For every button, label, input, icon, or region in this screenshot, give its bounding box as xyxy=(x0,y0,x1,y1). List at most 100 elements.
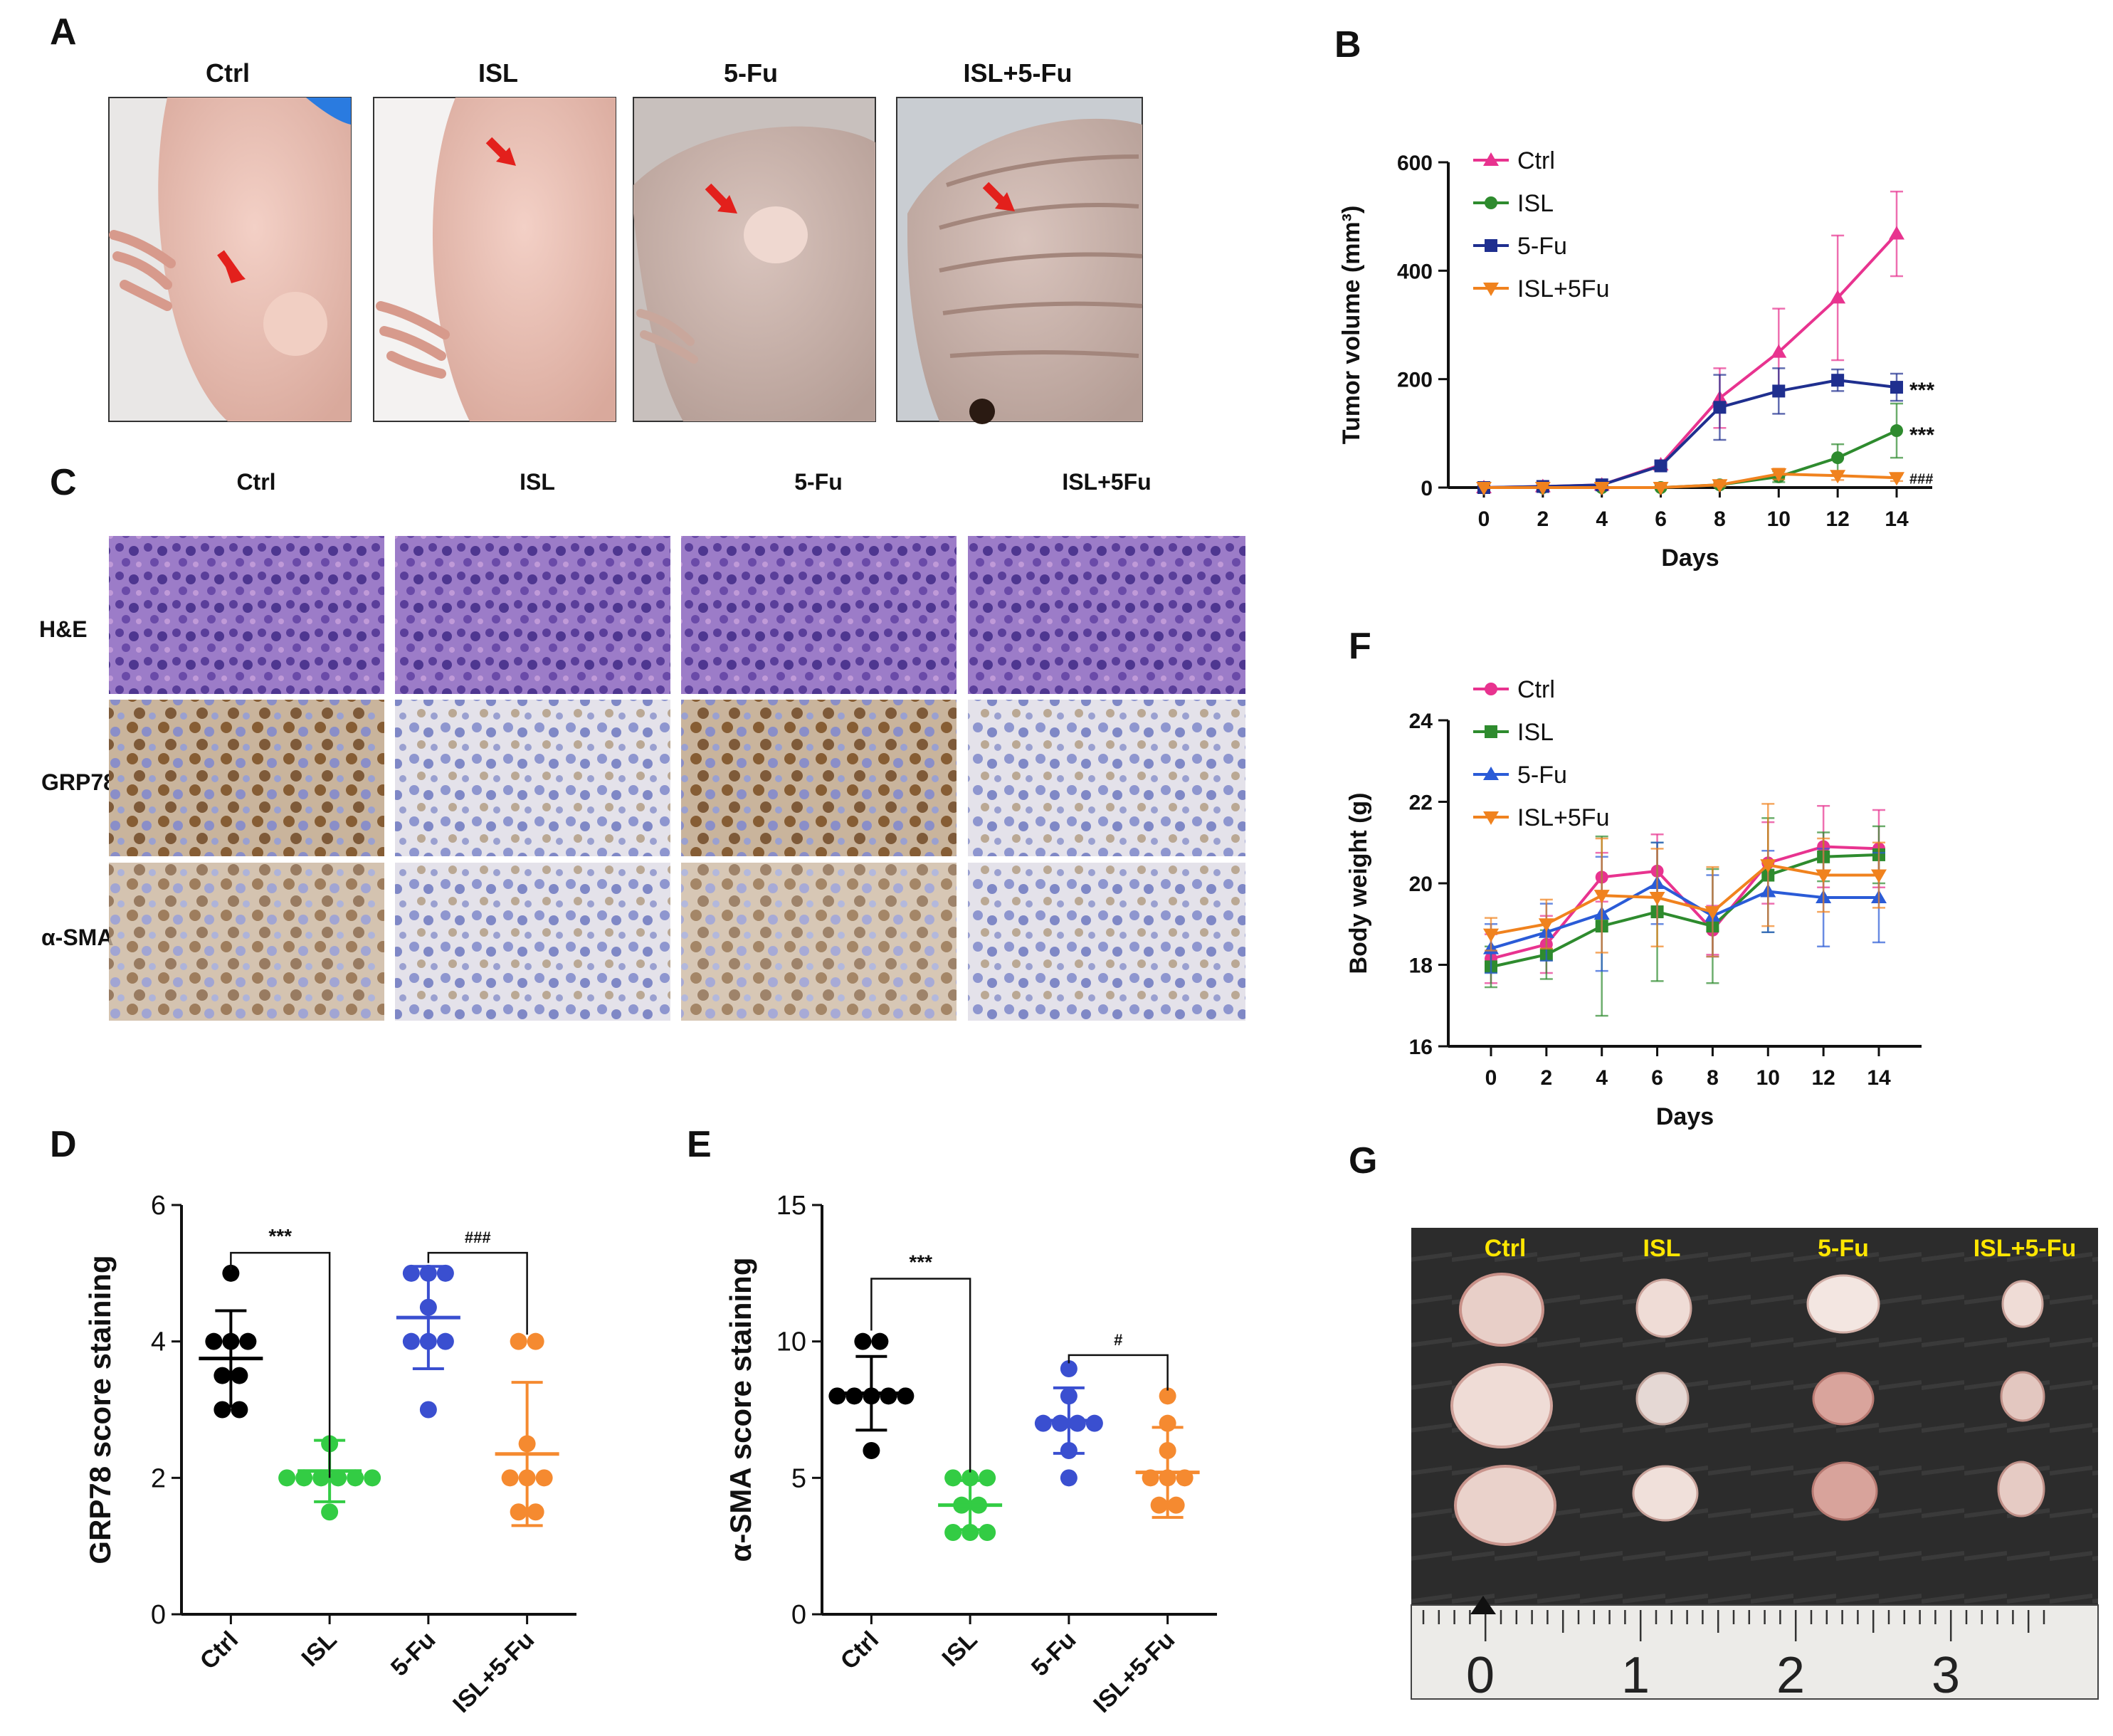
data-point xyxy=(961,1469,979,1487)
x-tick-label: 8 xyxy=(1707,1066,1719,1090)
tumor-label-5fu: 5-Fu xyxy=(1818,1235,1869,1262)
legend-marker xyxy=(1483,811,1499,825)
data-point xyxy=(402,1264,420,1282)
data-point xyxy=(330,1469,347,1487)
legend-label: ISL+5Fu xyxy=(1517,275,1609,303)
y-axis-title: GRP78 score staining xyxy=(83,1255,117,1564)
mouse-photo-isl xyxy=(373,97,616,422)
group-0: Ctrl xyxy=(828,1332,915,1675)
x-tick-label: 10 xyxy=(1767,507,1791,531)
significance-marker: *** xyxy=(909,1251,932,1273)
data-point xyxy=(871,1332,889,1350)
significance-marker: ### xyxy=(1909,471,1933,487)
panel-letter-a: A xyxy=(50,11,77,53)
micrograph-asma-isl xyxy=(395,863,670,1021)
legend-label: ISL+5Fu xyxy=(1517,804,1609,831)
panel-letter-e: E xyxy=(687,1124,712,1165)
y-tick-label: 10 xyxy=(776,1327,806,1357)
significance-bracket xyxy=(1068,1354,1169,1391)
data-point xyxy=(347,1469,364,1487)
panel-c: C Ctrl ISL 5-Fu ISL+5Fu H&E GRP78 α-SMA xyxy=(39,462,1245,1021)
ruler-pointer xyxy=(1470,1596,1496,1614)
legend-marker xyxy=(1485,725,1497,738)
y-tick-label: 15 xyxy=(776,1191,806,1221)
micrograph-asma-5fu xyxy=(681,863,957,1021)
x-axis-title: Days xyxy=(1656,1103,1714,1130)
y-tick-label: 400 xyxy=(1397,260,1433,283)
panel-c-col-isl: ISL xyxy=(520,469,555,495)
micrograph-grp78-combo xyxy=(968,700,1245,856)
data-point xyxy=(1159,1387,1176,1405)
tumor-combo-3 xyxy=(1997,1461,2045,1517)
tumor-ctrl-1 xyxy=(1459,1273,1544,1347)
data-point xyxy=(239,1332,257,1350)
micrograph-he-combo xyxy=(968,536,1245,694)
data-point xyxy=(1150,1496,1168,1514)
data-point xyxy=(510,1503,527,1521)
data-point xyxy=(1890,381,1903,394)
data-point xyxy=(402,1332,420,1350)
data-point xyxy=(1653,482,1669,495)
data-point xyxy=(1538,918,1554,932)
panel-c-col-combo: ISL+5Fu xyxy=(1062,469,1151,495)
legend-marker xyxy=(1485,683,1497,695)
legend-marker xyxy=(1483,152,1499,166)
panel-c-row-grp78: GRP78 xyxy=(41,769,116,795)
x-tick-label: 12 xyxy=(1825,507,1849,531)
data-point xyxy=(1051,1414,1069,1432)
micrograph-grid xyxy=(109,536,1245,1021)
data-point xyxy=(1772,384,1786,398)
data-point xyxy=(436,1332,454,1350)
data-point xyxy=(510,1332,527,1350)
mouse-photo-ctrl xyxy=(108,97,352,422)
data-point xyxy=(364,1469,381,1487)
panel-c-col-5fu: 5-Fu xyxy=(794,469,843,495)
panel-d: D 0 2 4 6 GRP78 score staining Ctrl ISL 5-Fu ISL… xyxy=(50,1124,576,1718)
data-point xyxy=(863,1442,880,1459)
legend-marker xyxy=(1483,283,1499,296)
legend-label: Ctrl xyxy=(1517,147,1555,174)
data-point xyxy=(979,1524,996,1541)
significance-bracket xyxy=(870,1278,971,1473)
panel-letter-c: C xyxy=(50,462,77,503)
grp78-scatter-chart: 0 2 4 6 GRP78 score staining Ctrl ISL 5-Fu ISL+5… xyxy=(83,1191,576,1718)
data-point xyxy=(527,1332,544,1350)
y-tick-label: 22 xyxy=(1409,791,1433,815)
mouse-photo-5fu xyxy=(633,97,876,422)
data-point xyxy=(214,1401,231,1419)
y-tick-label: 18 xyxy=(1409,954,1433,978)
series-line xyxy=(1490,853,1880,969)
data-point xyxy=(527,1503,544,1521)
data-point xyxy=(1771,344,1787,358)
y-tick-label: 16 xyxy=(1409,1036,1433,1059)
x-tick-label: 0 xyxy=(1478,507,1490,531)
legend-label: 5-Fu xyxy=(1517,233,1567,260)
data-point xyxy=(1593,482,1610,495)
panel-letter-g: G xyxy=(1349,1140,1377,1182)
tumor-5fu-3 xyxy=(1811,1461,1878,1521)
y-tick-label: 5 xyxy=(791,1463,806,1493)
data-point xyxy=(897,1387,915,1405)
data-point xyxy=(1771,468,1787,482)
x-tick-label: 2 xyxy=(1541,1066,1553,1090)
micrograph-he-isl xyxy=(395,536,670,694)
x-tick-label: 12 xyxy=(1811,1066,1835,1090)
y-tick-label: 4 xyxy=(151,1327,166,1357)
data-point xyxy=(278,1469,296,1487)
tumor-isl-1 xyxy=(1635,1278,1692,1338)
data-point xyxy=(1167,1496,1185,1514)
y-axis-title: Tumor volume (mm³) xyxy=(1338,206,1365,445)
x-tick-label: ISL+5-Fu xyxy=(448,1626,539,1718)
x-tick-label: 10 xyxy=(1756,1066,1780,1090)
significance-bracket xyxy=(230,1251,331,1478)
tumor-photo: Ctrl ISL 5-Fu ISL+5-Fu 0 1 xyxy=(1411,1228,2099,1704)
group-3: ISL+5-Fu xyxy=(1088,1387,1200,1718)
data-point xyxy=(1649,892,1665,906)
data-point xyxy=(944,1524,962,1541)
group-2: 5-Fu xyxy=(386,1264,460,1681)
tumor-ctrl-3 xyxy=(1454,1465,1556,1546)
legend-label: ISL xyxy=(1517,719,1554,746)
asma-scatter-chart: 0 5 10 15 α-SMA score staining Ctrl ISL 5-Fu ISL… xyxy=(724,1191,1217,1718)
y-tick-label: 0 xyxy=(791,1600,806,1630)
series-line xyxy=(1484,472,1897,489)
